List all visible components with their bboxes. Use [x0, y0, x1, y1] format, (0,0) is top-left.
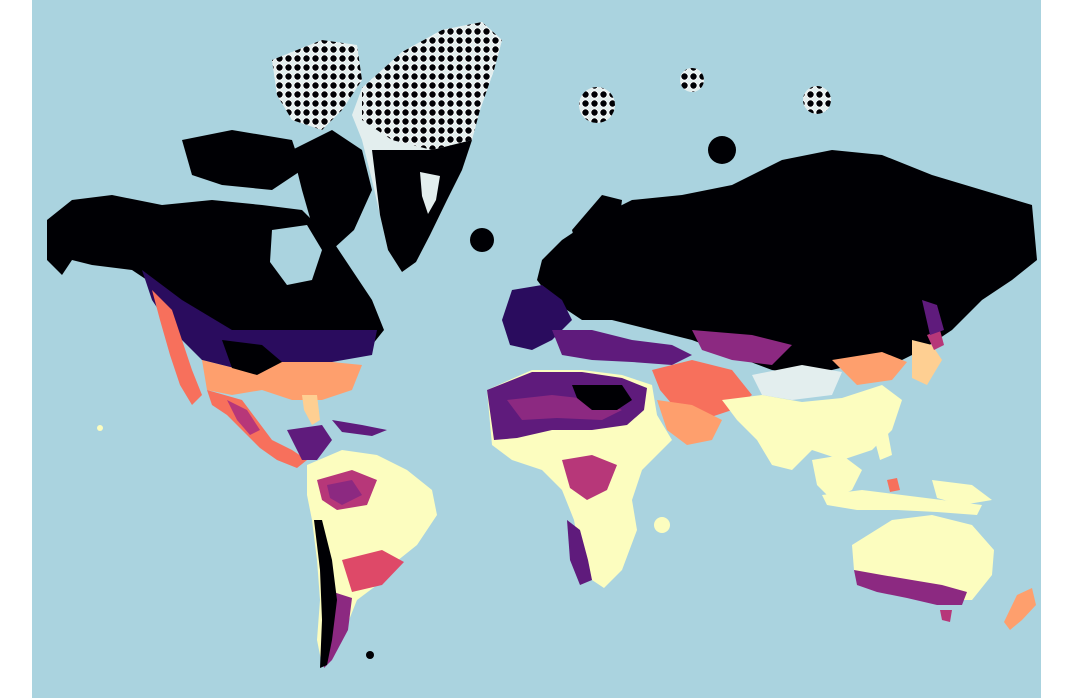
- caribbean[interactable]: [332, 420, 387, 436]
- sahara-black-core[interactable]: [572, 385, 632, 410]
- sulawesi-accent[interactable]: [887, 478, 900, 492]
- central-africa[interactable]: [562, 455, 617, 500]
- arctic-canada-islands[interactable]: [272, 40, 362, 130]
- mexico-interior[interactable]: [227, 400, 260, 435]
- central-asia[interactable]: [692, 330, 792, 365]
- tasmania[interactable]: [940, 610, 952, 622]
- andes[interactable]: [314, 520, 337, 668]
- iceland[interactable]: [470, 228, 494, 252]
- svalbard[interactable]: [579, 87, 615, 123]
- hudson-bay: [270, 225, 322, 285]
- europe-south[interactable]: [552, 330, 692, 365]
- greenland-icecore[interactable]: [420, 172, 440, 214]
- greenland-south[interactable]: [372, 140, 472, 272]
- new-zealand[interactable]: [1004, 588, 1036, 630]
- philippines[interactable]: [872, 428, 892, 460]
- scandinavia[interactable]: [572, 195, 622, 265]
- amazon-core[interactable]: [327, 480, 362, 505]
- franz-josef[interactable]: [680, 68, 704, 92]
- japan-south[interactable]: [927, 330, 944, 350]
- falklands[interactable]: [366, 651, 374, 659]
- usa-west-coast[interactable]: [152, 290, 202, 405]
- india-china-south[interactable]: [722, 385, 902, 470]
- florida[interactable]: [302, 395, 320, 425]
- southeast-asia[interactable]: [812, 455, 862, 500]
- tibet[interactable]: [752, 365, 842, 400]
- australia-south-coast[interactable]: [854, 570, 967, 605]
- arabia[interactable]: [657, 400, 722, 445]
- map-frame[interactable]: [32, 0, 1041, 698]
- world-map[interactable]: [32, 0, 1041, 698]
- kamchatka-east[interactable]: [922, 300, 944, 335]
- madagascar[interactable]: [654, 517, 670, 533]
- arctic-archipelago[interactable]: [182, 130, 302, 190]
- new-guinea[interactable]: [932, 480, 992, 505]
- usa-north[interactable]: [142, 270, 377, 370]
- central-america[interactable]: [287, 425, 332, 460]
- japan-korea[interactable]: [912, 340, 942, 385]
- brazil-south-band[interactable]: [342, 550, 404, 592]
- china-north-band[interactable]: [832, 352, 907, 385]
- novaya-zemlya[interactable]: [708, 136, 736, 164]
- severnaya-zemlya[interactable]: [803, 86, 831, 114]
- hawaii[interactable]: [97, 425, 103, 431]
- eurasia-north[interactable]: [537, 150, 1037, 375]
- usa-southeast-black[interactable]: [222, 340, 282, 375]
- greenland-dots[interactable]: [362, 22, 502, 150]
- indonesia[interactable]: [822, 490, 982, 515]
- southern-africa-west[interactable]: [567, 520, 592, 585]
